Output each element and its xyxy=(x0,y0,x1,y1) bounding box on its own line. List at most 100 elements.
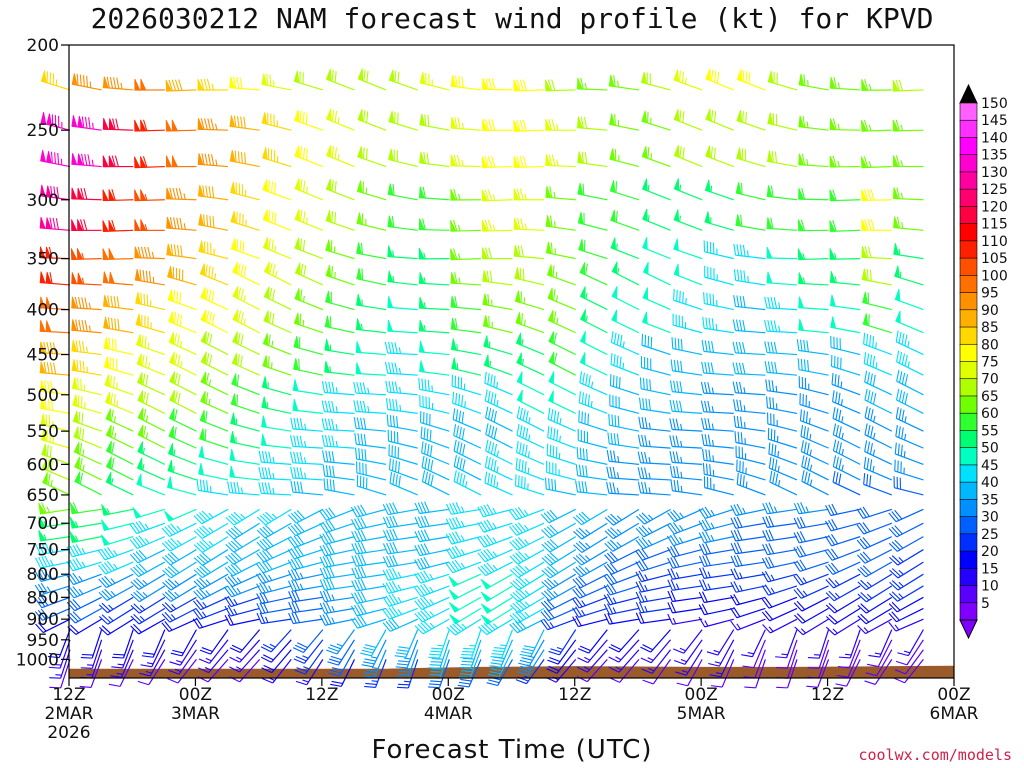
wind-barb xyxy=(861,246,892,260)
wind-barb xyxy=(71,153,102,168)
wind-barb xyxy=(673,288,703,311)
wind-barb xyxy=(604,508,640,526)
wind-barb xyxy=(388,148,418,168)
wind-barb xyxy=(541,536,577,553)
wind-barb xyxy=(80,639,103,669)
wind-barb xyxy=(761,584,798,596)
wind-barb xyxy=(702,462,734,481)
wind-barb xyxy=(387,270,418,286)
wind-barb xyxy=(764,296,797,311)
wind-barb xyxy=(418,340,450,356)
wind-barb xyxy=(548,390,576,414)
wind-barb xyxy=(610,353,640,376)
wind-barb xyxy=(766,396,798,414)
wind-barb xyxy=(388,458,418,481)
wind-barb xyxy=(39,361,71,376)
wind-barb xyxy=(162,573,197,591)
colorbar-swatch xyxy=(959,240,978,259)
wind-barb xyxy=(609,180,640,201)
wind-barb xyxy=(229,76,260,91)
wind-barb xyxy=(733,269,766,286)
wind-barb xyxy=(864,659,893,685)
wind-barb xyxy=(862,291,892,311)
wind-barb xyxy=(732,362,766,376)
wind-barb xyxy=(418,247,450,260)
colorbar-min-arrow xyxy=(959,619,978,640)
wind-barb xyxy=(547,310,576,334)
wind-barb xyxy=(450,75,481,91)
wind-barb xyxy=(864,423,893,449)
wind-barb xyxy=(196,478,229,496)
wind-barb xyxy=(448,596,482,613)
wind-barb xyxy=(42,472,71,496)
wind-barb xyxy=(445,545,482,560)
wind-barb xyxy=(484,389,513,414)
wind-barb xyxy=(800,440,829,465)
wind-barb xyxy=(258,466,292,481)
wind-barb xyxy=(355,362,387,376)
wind-barb xyxy=(514,290,545,311)
wind-barb xyxy=(701,433,734,449)
wind-barb xyxy=(162,585,197,602)
wind-barb xyxy=(888,596,924,613)
wind-barb xyxy=(704,179,734,201)
wind-barb xyxy=(232,309,260,334)
colorbar-label: 10 xyxy=(981,579,999,595)
wind-barb xyxy=(66,572,102,586)
wind-barb xyxy=(193,536,229,553)
y-tick-label: 550 xyxy=(27,422,59,442)
wind-barb xyxy=(70,248,102,261)
wind-barb xyxy=(776,659,798,689)
wind-barb xyxy=(319,543,355,557)
wind-barb xyxy=(667,568,703,580)
wind-barb xyxy=(635,570,671,583)
x-tick-date: 5MAR xyxy=(677,704,726,724)
wind-barb xyxy=(478,618,513,636)
x-tick-label: 12Z xyxy=(811,685,844,705)
wind-barb xyxy=(548,629,577,656)
colorbar-label: 95 xyxy=(981,286,999,302)
wind-barb xyxy=(541,561,577,579)
wind-barb xyxy=(330,659,356,687)
wind-barb xyxy=(673,209,703,231)
wind-barb xyxy=(794,607,829,624)
wind-barb xyxy=(293,639,324,664)
wind-barb xyxy=(894,442,924,465)
wind-barb xyxy=(799,409,829,432)
wind-barb xyxy=(701,361,734,376)
wind-barb xyxy=(482,77,513,91)
wind-barb xyxy=(319,555,355,568)
y-tick-label: 850 xyxy=(27,588,59,608)
wind-barb xyxy=(578,239,608,260)
wind-barb xyxy=(80,629,103,659)
wind-barb xyxy=(382,580,418,594)
wind-barb xyxy=(667,508,703,523)
wind-barb xyxy=(74,471,102,496)
credit-text[interactable]: coolwx.com/models xyxy=(858,746,1012,764)
wind-barb xyxy=(608,639,640,663)
wind-barb xyxy=(288,508,324,524)
wind-barb xyxy=(516,389,545,414)
wind-barb xyxy=(166,187,197,201)
wind-barb xyxy=(829,76,861,91)
wind-barb xyxy=(198,240,229,260)
colorbar-label: 55 xyxy=(981,423,999,439)
wind-barb xyxy=(762,543,798,556)
wind-barb xyxy=(198,639,229,664)
wind-barb xyxy=(288,600,323,614)
wind-barb xyxy=(192,617,229,629)
wind-barb xyxy=(137,441,166,465)
wind-barb xyxy=(34,569,71,582)
wind-barb xyxy=(670,359,703,376)
wind-barb xyxy=(72,410,102,432)
wind-barb xyxy=(509,522,545,536)
wind-barb xyxy=(262,355,292,376)
wind-barb xyxy=(801,455,829,481)
wind-barb xyxy=(294,109,324,131)
colorbar-swatch xyxy=(959,326,978,346)
colorbar-swatch xyxy=(959,154,978,173)
wind-barb xyxy=(34,607,71,621)
wind-barb xyxy=(895,639,924,666)
wind-barb xyxy=(484,455,513,481)
wind-barb xyxy=(224,614,260,626)
